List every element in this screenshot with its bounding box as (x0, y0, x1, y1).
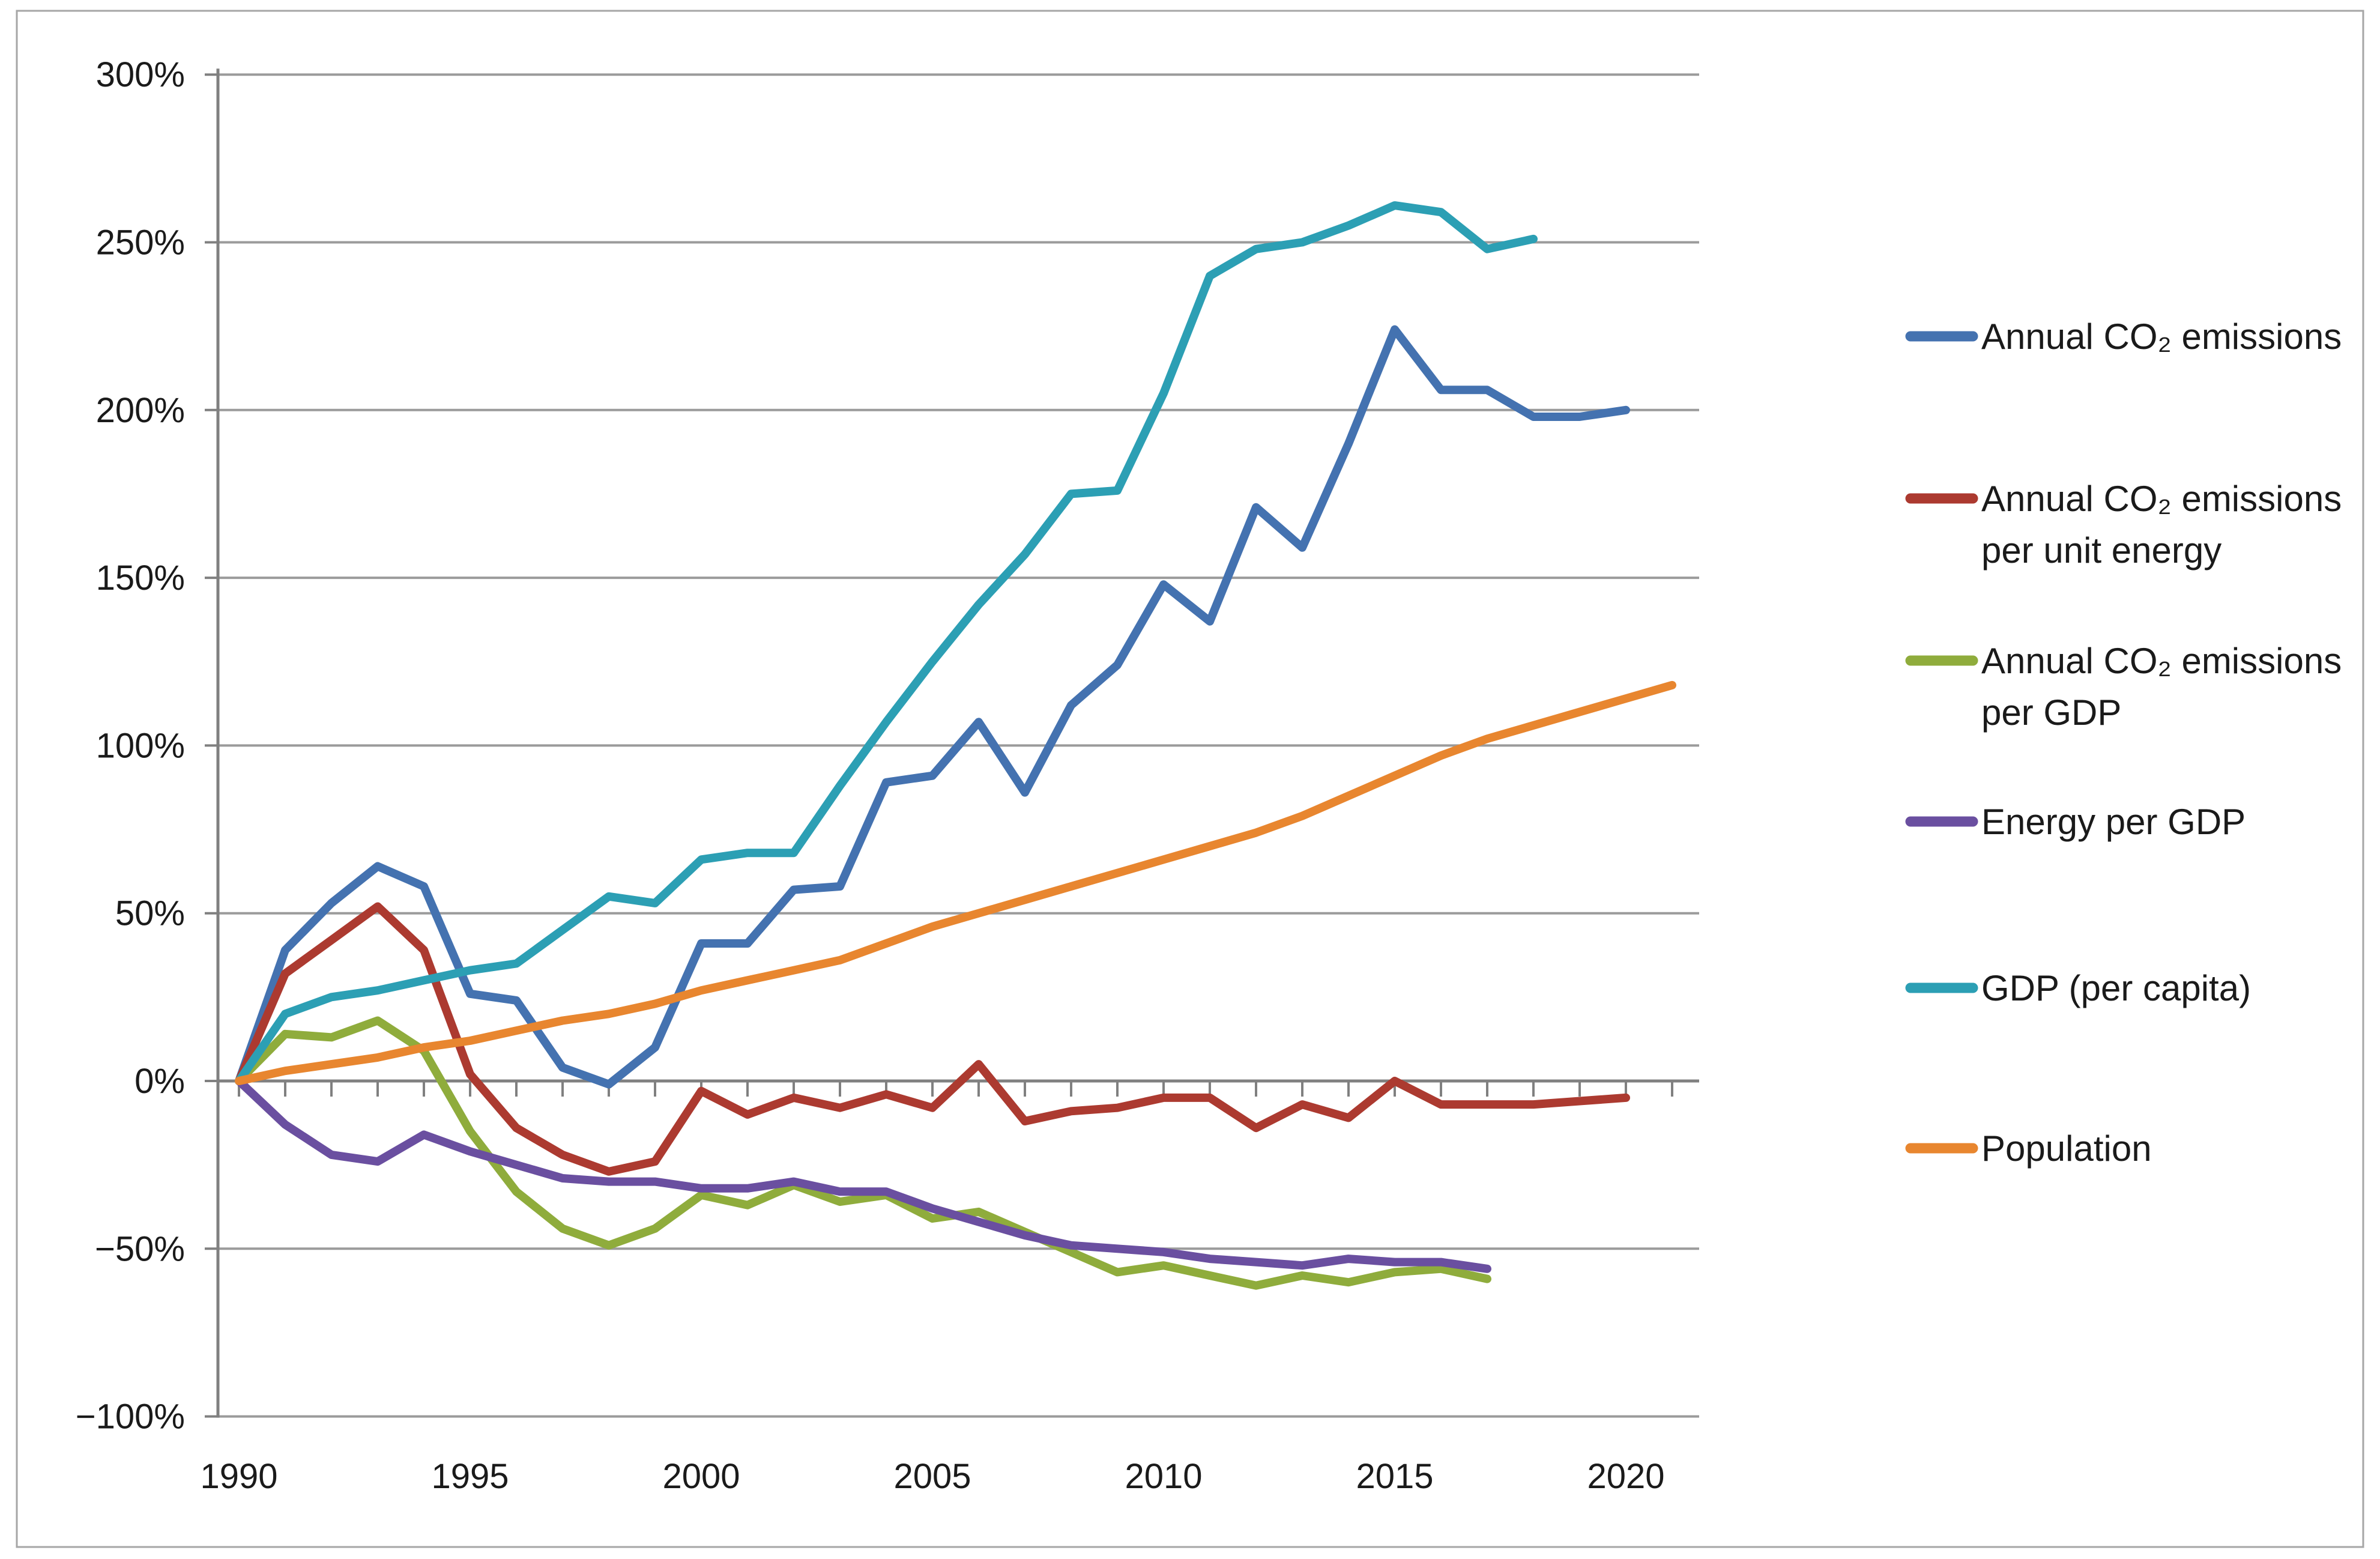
series-line-2 (235, 902, 1630, 1176)
series-line-1 (235, 325, 1630, 1089)
legend-label-5: GDP (per capita) (1981, 968, 2251, 1008)
y-tick-label: 50% (115, 894, 185, 933)
x-tick-label: 1995 (431, 1457, 509, 1496)
y-tick-label: −100% (76, 1397, 185, 1436)
legend-label-1: Annual CO₂ emissions (1981, 316, 2342, 357)
x-tick-label: 1990 (200, 1457, 277, 1496)
y-tick-label: 200% (96, 391, 185, 430)
y-tick-label: 150% (96, 559, 185, 598)
legend-label-2: per unit energy (1981, 530, 2221, 571)
legend-label-3: per GDP (1981, 692, 2121, 733)
y-tick-label: 0% (134, 1062, 185, 1101)
legend-label-2: Annual CO₂ emissions (1981, 479, 2342, 519)
series-line-4 (235, 1077, 1491, 1273)
legend-label-4: Energy per GDP (1981, 802, 2246, 842)
x-tick-label: 2010 (1125, 1457, 1202, 1496)
x-tick-label: 2015 (1356, 1457, 1433, 1496)
y-tick-label: 300% (96, 55, 185, 94)
series-line-6 (235, 680, 1676, 1085)
x-tick-label: 2005 (893, 1457, 971, 1496)
x-tick-label: 2020 (1587, 1457, 1664, 1496)
legend-label-6: Population (1981, 1128, 2152, 1169)
y-tick-label: −50% (95, 1229, 185, 1268)
figure-border (16, 10, 2364, 1548)
y-tick-label: 250% (96, 223, 185, 262)
series-line-3 (235, 1016, 1491, 1290)
series-line-5 (235, 201, 1538, 1085)
y-tick-label: 100% (96, 726, 185, 765)
legend-label-3: Annual CO₂ emissions (1981, 641, 2342, 681)
x-tick-label: 2000 (662, 1457, 740, 1496)
